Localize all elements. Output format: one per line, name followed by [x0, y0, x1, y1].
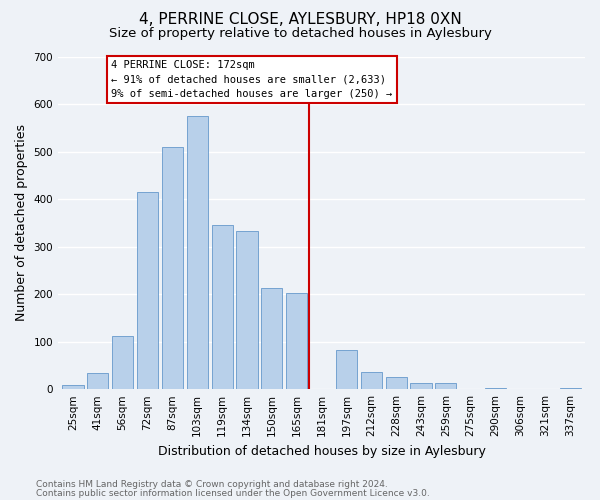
Bar	[435, 383, 457, 389]
Bar	[261, 288, 283, 389]
Bar	[112, 336, 133, 389]
Bar	[386, 378, 407, 389]
Bar	[485, 388, 506, 389]
Bar	[187, 116, 208, 389]
Bar	[336, 350, 357, 389]
Text: 4 PERRINE CLOSE: 172sqm
← 91% of detached houses are smaller (2,633)
9% of semi-: 4 PERRINE CLOSE: 172sqm ← 91% of detache…	[112, 60, 393, 98]
Text: Contains HM Land Registry data © Crown copyright and database right 2024.: Contains HM Land Registry data © Crown c…	[36, 480, 388, 489]
Bar	[286, 293, 307, 389]
Bar	[137, 192, 158, 389]
Bar	[410, 384, 431, 389]
Text: 4, PERRINE CLOSE, AYLESBURY, HP18 0XN: 4, PERRINE CLOSE, AYLESBURY, HP18 0XN	[139, 12, 461, 28]
Bar	[212, 225, 233, 389]
Bar	[560, 388, 581, 389]
Bar	[361, 372, 382, 389]
X-axis label: Distribution of detached houses by size in Aylesbury: Distribution of detached houses by size …	[158, 444, 485, 458]
Bar	[62, 386, 83, 389]
Bar	[87, 372, 109, 389]
Text: Contains public sector information licensed under the Open Government Licence v3: Contains public sector information licen…	[36, 488, 430, 498]
Bar	[236, 231, 257, 389]
Bar	[162, 147, 183, 389]
Text: Size of property relative to detached houses in Aylesbury: Size of property relative to detached ho…	[109, 28, 491, 40]
Y-axis label: Number of detached properties: Number of detached properties	[15, 124, 28, 322]
